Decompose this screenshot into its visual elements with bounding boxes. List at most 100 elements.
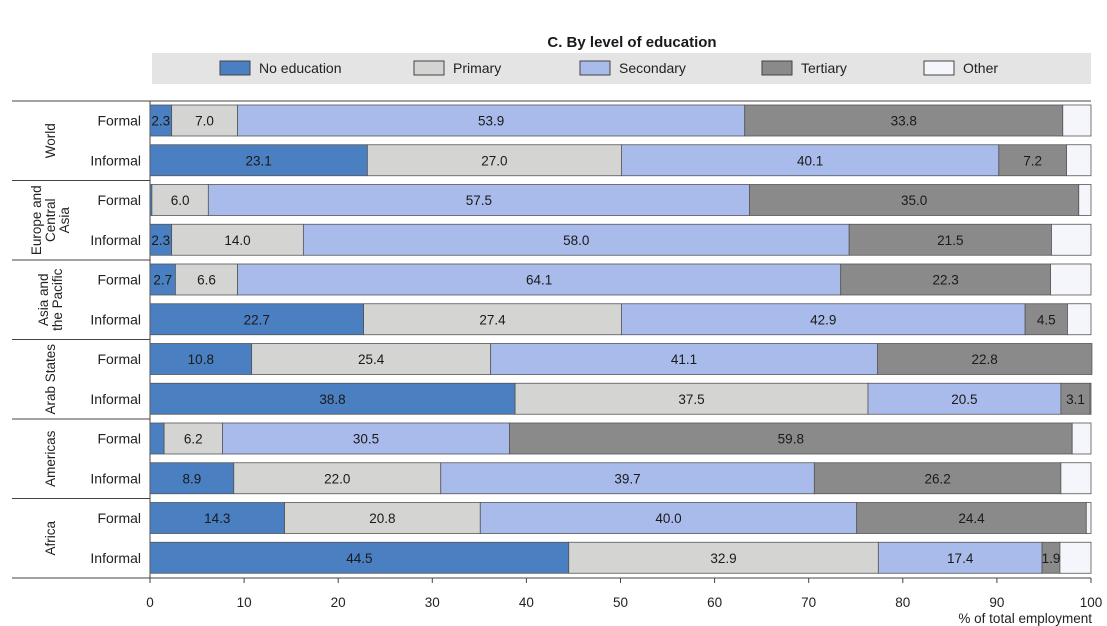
data-label: 53.9	[478, 114, 504, 129]
bar-segment	[149, 263, 176, 296]
data-label: 41.1	[671, 352, 697, 367]
data-label: 6.0	[171, 193, 190, 208]
legend-swatch	[579, 60, 611, 76]
legend: No education Primary Secondary Tertiary Othe…	[152, 53, 1091, 84]
row-label: Formal	[97, 192, 141, 208]
bar-segment	[171, 223, 304, 256]
row-label: Formal	[97, 431, 141, 447]
data-label: 22.8	[972, 352, 998, 367]
x-axis: 0 10 20 30 40 50 60 70 80 90 100	[146, 577, 1103, 610]
data-label: 35.0	[901, 193, 927, 208]
data-label: 27.0	[481, 153, 507, 168]
legend-label: Primary	[453, 60, 501, 76]
bar-segment-other	[1059, 541, 1092, 574]
bar-segment	[149, 541, 570, 574]
bar-segment	[175, 263, 238, 296]
data-label: 22.7	[244, 312, 270, 327]
bar-segment-other	[1067, 303, 1092, 336]
data-label: 26.2	[924, 471, 950, 486]
bar-segment	[149, 303, 365, 336]
bar-segment	[813, 462, 1062, 495]
bar-segment	[744, 104, 1064, 137]
row-label: Formal	[97, 272, 141, 288]
x-tick-label: 30	[425, 595, 440, 610]
bar-segment	[490, 343, 878, 375]
data-label: 32.9	[710, 551, 736, 566]
row-label: Informal	[90, 550, 141, 566]
bar-segment	[440, 462, 815, 495]
data-label: 1.9	[1042, 551, 1061, 566]
bar-segment-other	[1085, 502, 1092, 534]
region-label: Arab States	[43, 344, 58, 415]
x-tick-label: 0	[146, 595, 154, 610]
row-labels: Formal Informal World Formal Informal Europe …	[29, 113, 141, 566]
x-tick-label: 10	[237, 595, 252, 610]
row-label: Informal	[90, 391, 141, 407]
region-label: Americas	[43, 430, 58, 487]
data-label: 2.3	[151, 114, 170, 129]
legend-swatch	[923, 60, 955, 76]
bar-segment	[856, 502, 1087, 534]
data-label: 6.2	[184, 432, 203, 447]
chart-title: C. By level of education	[547, 34, 716, 51]
row-label: Informal	[90, 311, 141, 327]
data-label: 7.2	[1023, 153, 1042, 168]
data-label: 58.0	[563, 233, 589, 248]
bar-segment	[848, 223, 1052, 256]
legend-label: Other	[963, 60, 998, 76]
x-tick-label: 80	[895, 595, 910, 610]
x-tick-label: 100	[1080, 595, 1103, 610]
bar-segment	[251, 343, 492, 375]
data-label: 20.8	[369, 511, 395, 526]
legend-swatch	[761, 60, 793, 76]
region-label: Asia andthe Pacific	[36, 268, 65, 331]
row-label: Informal	[90, 152, 141, 168]
bar-segment	[149, 462, 235, 495]
plot-frame	[12, 100, 1091, 579]
bar-segment	[149, 422, 165, 455]
x-tick-label: 90	[989, 595, 1004, 610]
data-label: 22.3	[932, 273, 958, 288]
data-label: 2.7	[153, 273, 172, 288]
bar-segment-other	[1060, 462, 1092, 495]
bar-segment	[302, 223, 850, 256]
row-label: Formal	[97, 113, 141, 129]
data-label: 4.5	[1037, 312, 1056, 327]
bar-segment	[363, 303, 622, 336]
data-label: 6.6	[197, 273, 216, 288]
row-label: Formal	[97, 351, 141, 367]
bars: 2.3 7.0 53.9 33.8 23.1 27.0 40.1 7.2 6.0 57.5 35.0…	[149, 104, 1093, 574]
legend-label: Tertiary	[801, 60, 847, 76]
bar-segment-other	[1071, 422, 1092, 455]
bar-segment-other	[1050, 263, 1092, 296]
bar-segment	[284, 502, 481, 534]
legend-swatch	[413, 60, 445, 76]
region-label: Europe andCentralAsia	[29, 185, 72, 255]
data-label: 37.5	[678, 392, 704, 407]
data-label: 2.3	[151, 233, 170, 248]
data-label: 42.9	[810, 312, 836, 327]
bar-segment	[621, 144, 1000, 177]
row-label: Informal	[90, 470, 141, 486]
data-label: 57.5	[466, 193, 492, 208]
bar-segment-other	[1089, 382, 1092, 415]
bar-segment	[222, 422, 510, 455]
bar-segment	[207, 184, 750, 216]
data-label: 21.5	[937, 233, 963, 248]
data-label: 10.8	[188, 352, 214, 367]
x-axis-label: % of total employment	[958, 611, 1092, 626]
region-label: World	[43, 123, 58, 158]
x-tick-label: 20	[331, 595, 346, 610]
legend-label: Secondary	[619, 60, 686, 76]
bar-segment-other	[1066, 144, 1092, 177]
data-label: 33.8	[891, 114, 917, 129]
bar-segment-other	[1078, 184, 1092, 216]
data-label: 8.9	[182, 471, 201, 486]
bar-segment	[479, 502, 858, 534]
bar-segment	[749, 184, 1080, 216]
bar-segment	[149, 382, 516, 415]
data-label: 27.4	[479, 312, 506, 327]
data-label: 24.4	[958, 511, 985, 526]
x-tick-label: 40	[519, 595, 534, 610]
